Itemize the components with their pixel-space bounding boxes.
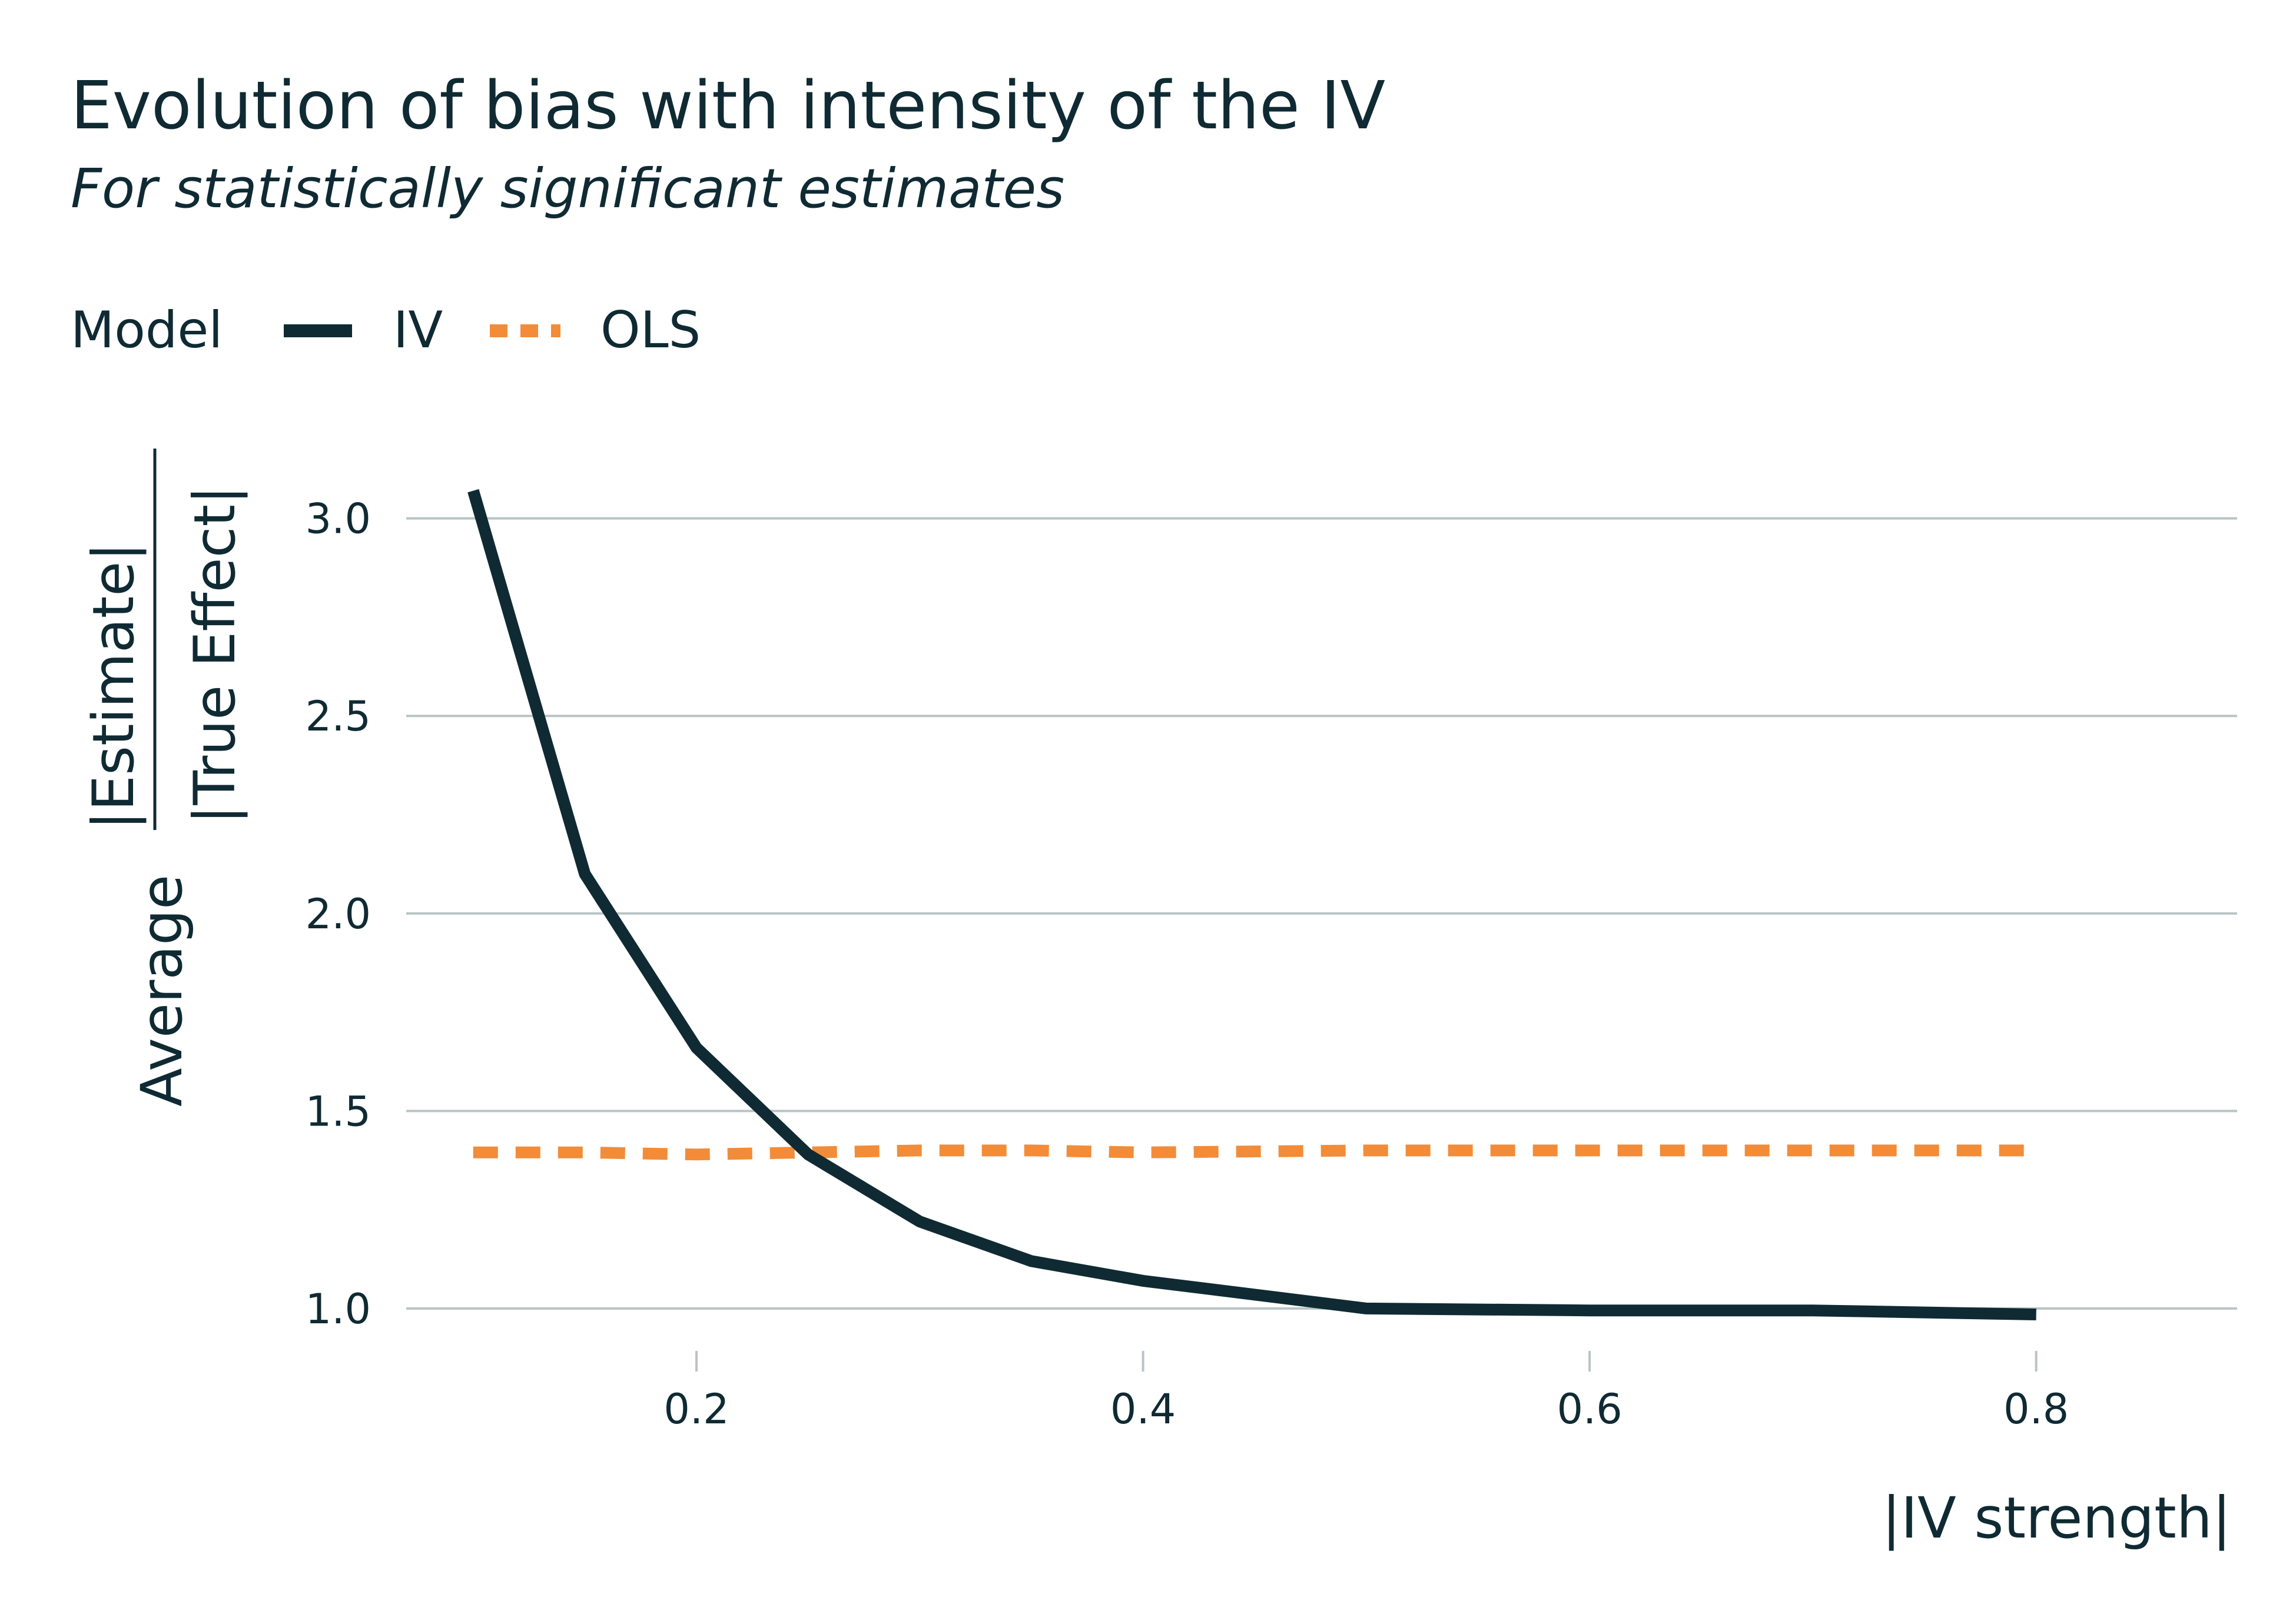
chart-title: Evolution of bias with intensity of the … — [71, 68, 1385, 144]
legend-title: Model — [71, 301, 223, 360]
y-axis-title-denominator: |True Effect| — [182, 486, 248, 824]
y-tick-label: 3.0 — [306, 495, 371, 543]
y-tick-label: 1.5 — [306, 1087, 371, 1135]
x-tick-label: 0.8 — [2003, 1385, 2069, 1433]
y-axis-title-prefix: Average — [129, 875, 195, 1107]
x-axis-title: |IV strength| — [1882, 1485, 2231, 1552]
series-lines — [467, 489, 2036, 1320]
legend: Model IV OLS — [71, 301, 701, 360]
chart-subtitle: For statistically significant estimates — [71, 157, 1064, 220]
legend-label-ols: OLS — [600, 301, 701, 360]
y-axis-title: Average |Estimate| |True Effect| — [81, 449, 248, 1107]
x-tick-label: 0.6 — [1557, 1385, 1622, 1433]
y-tick-label: 2.0 — [306, 890, 371, 938]
y-tick-label: 2.5 — [306, 692, 371, 741]
legend-label-iv: IV — [393, 301, 443, 360]
x-tick-label: 0.2 — [663, 1385, 729, 1433]
x-tick-label: 0.4 — [1110, 1385, 1176, 1433]
series-line-ols — [473, 1144, 2036, 1161]
y-axis-ticks: 1.0 1.5 2.0 2.5 3.0 — [306, 495, 371, 1333]
y-tick-label: 1.0 — [306, 1285, 371, 1333]
series-line-iv — [467, 489, 2036, 1320]
grid — [406, 517, 2237, 1310]
x-axis-ticks: 0.2 0.4 0.6 0.8 — [663, 1351, 2069, 1433]
y-axis-title-numerator: |Estimate| — [81, 542, 147, 830]
